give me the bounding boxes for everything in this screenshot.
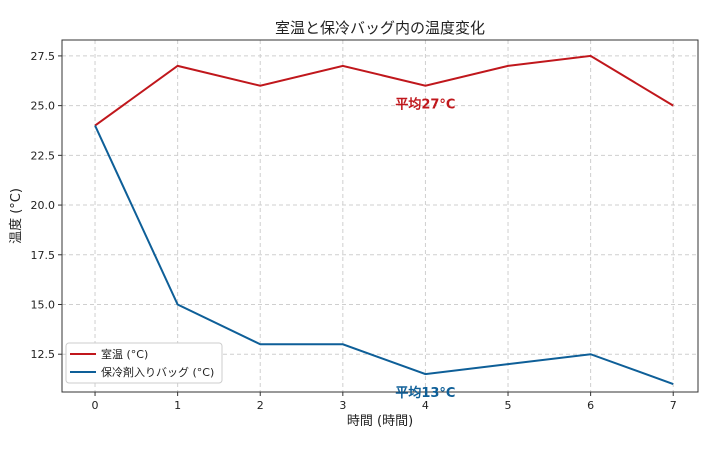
legend-label-room: 室温 (°C) — [101, 347, 148, 361]
y-tick-label: 12.5 — [31, 348, 56, 361]
chart-title: 室温と保冷バッグ内の温度変化 — [275, 19, 485, 37]
y-tick-label: 17.5 — [31, 249, 56, 262]
annotation-1: 平均13°C — [395, 385, 455, 401]
legend-label-bag: 保冷剤入りバッグ (°C) — [101, 365, 214, 379]
y-tick-label: 22.5 — [31, 149, 56, 162]
x-tick-label: 2 — [257, 399, 264, 412]
x-tick-label: 6 — [587, 399, 594, 412]
y-tick-label: 15.0 — [31, 298, 56, 311]
series-line-1 — [94, 125, 674, 385]
ticks: 0 1 2 3 4 5 6 7 12.5 15.0 17.5 20.0 22.5 25.0 27.5 — [31, 50, 677, 412]
x-axis-label: 時間 (時間) — [347, 414, 413, 429]
y-axis-label: 温度 (°C) — [8, 188, 24, 244]
legend-box — [65, 342, 223, 384]
plot-frame — [61, 39, 699, 393]
y-tick-label: 25.0 — [31, 100, 56, 113]
legend: 室温 (°C) 保冷剤入りバッグ (°C) — [65, 342, 223, 384]
x-tick-label: 5 — [505, 399, 512, 412]
x-tick-label: 7 — [670, 399, 677, 412]
annotations: 平均27°C 平均13°C — [395, 97, 455, 401]
y-tick-label: 27.5 — [31, 50, 56, 63]
annotation-0: 平均27°C — [395, 97, 455, 113]
series-line-0 — [94, 54, 674, 127]
series-group — [94, 54, 674, 385]
x-tick-label: 3 — [339, 399, 346, 412]
x-tick-label: 1 — [174, 399, 181, 412]
x-tick-label: 4 — [422, 399, 429, 412]
y-tick-label: 20.0 — [31, 199, 56, 212]
x-tick-label: 0 — [92, 399, 99, 412]
